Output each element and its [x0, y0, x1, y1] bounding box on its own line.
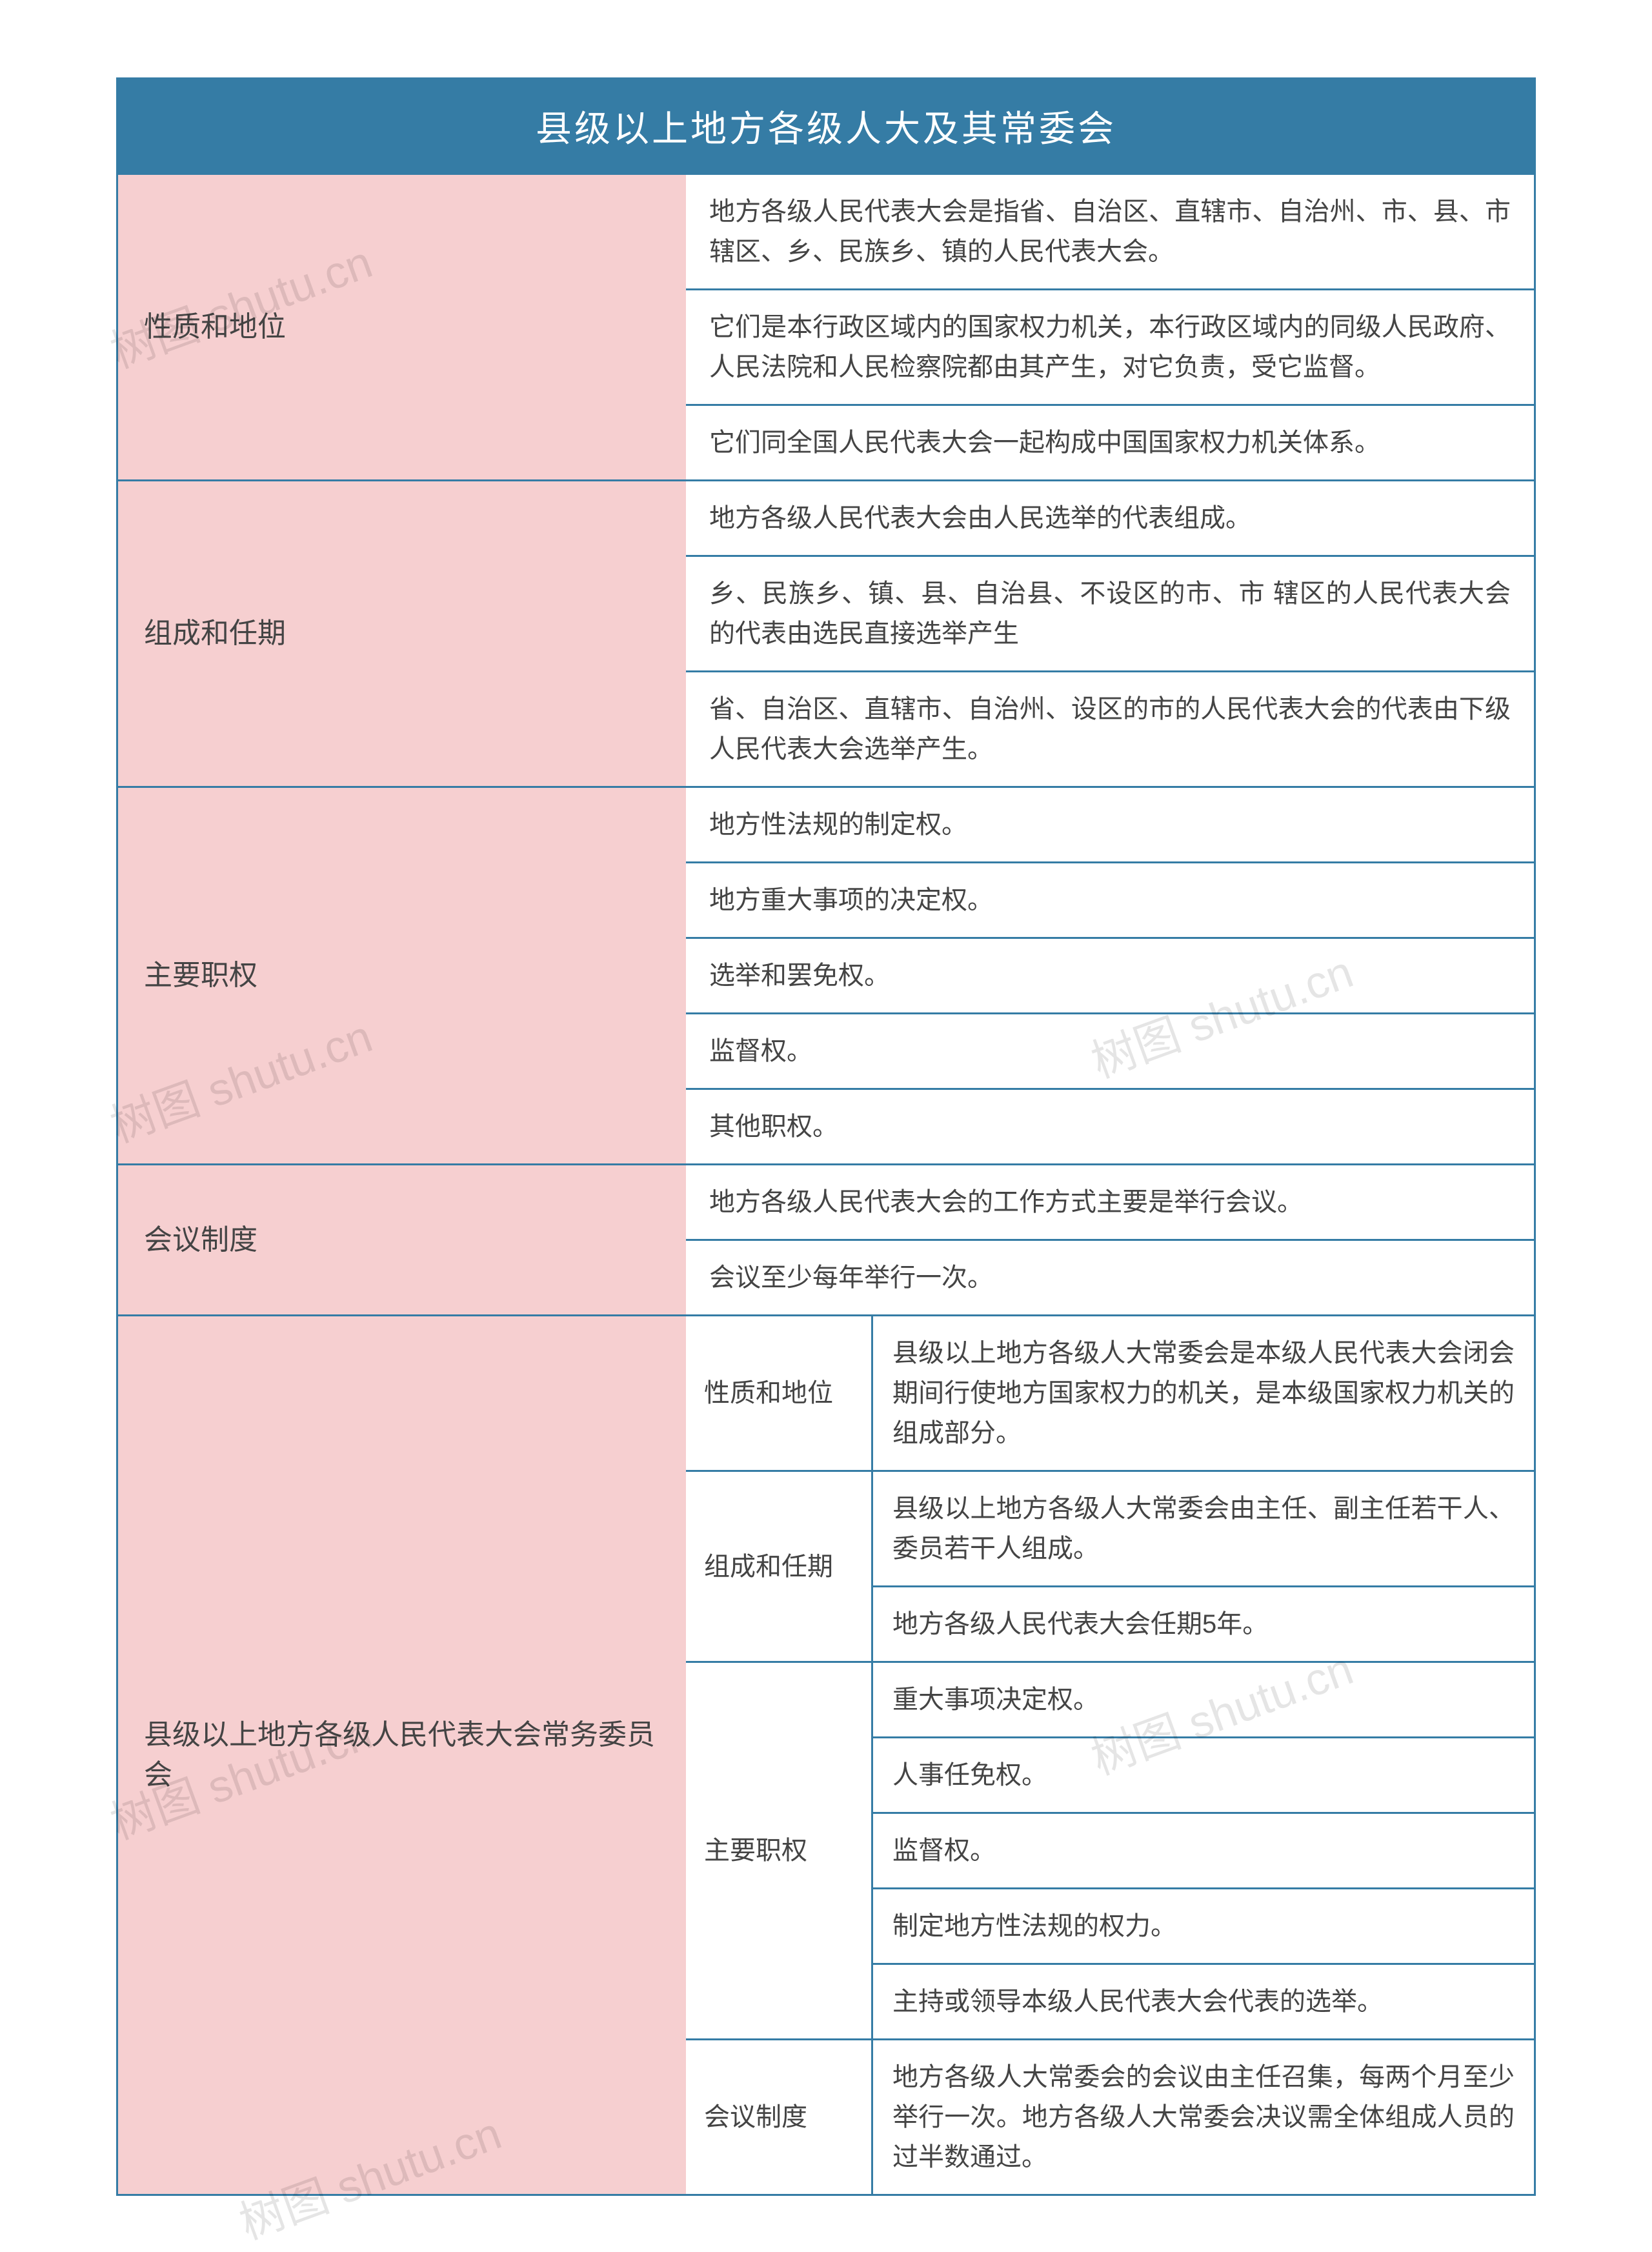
- section-label: 会议制度: [118, 1165, 686, 1314]
- content-cell: 监督权。: [686, 1012, 1534, 1088]
- section-composition-term: 组成和任期 地方各级人民代表大会由人民选举的代表组成。 乡、民族乡、镇、县、自治…: [118, 479, 1534, 786]
- subsection-main-powers: 主要职权 重大事项决定权。 人事任免权。 监督权。 制定地方性法规的权力。 主持…: [686, 1661, 1534, 2038]
- hierarchy-table: 县级以上地方各级人大及其常委会 性质和地位 地方各级人民代表大会是指省、自治区、…: [116, 77, 1536, 2196]
- subcontent-cell: 人事任免权。: [873, 1736, 1534, 1812]
- subcontent-cell: 县级以上地方各级人大常委会是本级人民代表大会闭会期间行使地方国家权力的机关，是本…: [873, 1316, 1534, 1470]
- subcontent-cell: 监督权。: [873, 1812, 1534, 1887]
- section-content: 地方性法规的制定权。 地方重大事项的决定权。 选举和罢免权。 监督权。 其他职权…: [686, 788, 1534, 1163]
- section-standing-committee: 县级以上地方各级人民代表大会常务委员会 性质和地位 县级以上地方各级人大常委会是…: [118, 1314, 1534, 2194]
- content-cell: 会议至少每年举行一次。: [686, 1239, 1534, 1314]
- content-cell: 其他职权。: [686, 1088, 1534, 1163]
- subsection-label: 性质和地位: [686, 1316, 873, 1470]
- subcontent-cell: 地方各级人大常委会的会议由主任召集，每两个月至少举行一次。地方各级人大常委会决议…: [873, 2040, 1534, 2194]
- content-cell: 地方各级人民代表大会的工作方式主要是举行会议。: [686, 1165, 1534, 1239]
- subcontent-cell: 主持或领导本级人民代表大会代表的选举。: [873, 1963, 1534, 2038]
- content-cell: 地方各级人民代表大会是指省、自治区、直辖市、自治州、市、县、市辖区、乡、民族乡、…: [686, 175, 1534, 288]
- content-cell: 它们是本行政区域内的国家权力机关，本行政区域内的同级人民政府、人民法院和人民检察…: [686, 288, 1534, 404]
- section-label: 组成和任期: [118, 481, 686, 786]
- subsection-content: 县级以上地方各级人大常委会是本级人民代表大会闭会期间行使地方国家权力的机关，是本…: [873, 1316, 1534, 1470]
- content-cell: 地方性法规的制定权。: [686, 788, 1534, 861]
- content-cell: 省、自治区、直辖市、自治州、设区的市的人民代表大会的代表由下级人民代表大会选举产…: [686, 670, 1534, 786]
- content-cell: 地方重大事项的决定权。: [686, 861, 1534, 937]
- subcontent-cell: 县级以上地方各级人大常委会由主任、副主任若干人、委员若干人组成。: [873, 1472, 1534, 1585]
- content-cell: 乡、民族乡、镇、县、自治县、不设区的市、市 辖区的人民代表大会的代表由选民直接选…: [686, 555, 1534, 670]
- table-title: 县级以上地方各级人大及其常委会: [118, 79, 1534, 173]
- section-content: 地方各级人民代表大会由人民选举的代表组成。 乡、民族乡、镇、县、自治县、不设区的…: [686, 481, 1534, 786]
- subsection-content: 重大事项决定权。 人事任免权。 监督权。 制定地方性法规的权力。 主持或领导本级…: [873, 1663, 1534, 2038]
- subsection-label: 会议制度: [686, 2040, 873, 2194]
- content-cell: 选举和罢免权。: [686, 937, 1534, 1012]
- section-label: 性质和地位: [118, 175, 686, 479]
- subcontent-cell: 重大事项决定权。: [873, 1663, 1534, 1736]
- page-root: 县级以上地方各级人大及其常委会 性质和地位 地方各级人民代表大会是指省、自治区、…: [0, 0, 1652, 2237]
- section-main-powers: 主要职权 地方性法规的制定权。 地方重大事项的决定权。 选举和罢免权。 监督权。…: [118, 786, 1534, 1163]
- subsection-label: 组成和任期: [686, 1472, 873, 1661]
- subsection-label: 主要职权: [686, 1663, 873, 2038]
- section-label: 县级以上地方各级人民代表大会常务委员会: [118, 1316, 686, 2194]
- section-content: 性质和地位 县级以上地方各级人大常委会是本级人民代表大会闭会期间行使地方国家权力…: [686, 1316, 1534, 2194]
- content-cell: 地方各级人民代表大会由人民选举的代表组成。: [686, 481, 1534, 555]
- subsection-content: 县级以上地方各级人大常委会由主任、副主任若干人、委员若干人组成。 地方各级人民代…: [873, 1472, 1534, 1661]
- content-cell: 它们同全国人民代表大会一起构成中国国家权力机关体系。: [686, 404, 1534, 479]
- subsection-nature-status: 性质和地位 县级以上地方各级人大常委会是本级人民代表大会闭会期间行使地方国家权力…: [686, 1316, 1534, 1470]
- section-content: 地方各级人民代表大会是指省、自治区、直辖市、自治州、市、县、市辖区、乡、民族乡、…: [686, 175, 1534, 479]
- subsection-composition-term: 组成和任期 县级以上地方各级人大常委会由主任、副主任若干人、委员若干人组成。 地…: [686, 1470, 1534, 1661]
- subsection-content: 地方各级人大常委会的会议由主任召集，每两个月至少举行一次。地方各级人大常委会决议…: [873, 2040, 1534, 2194]
- subcontent-cell: 制定地方性法规的权力。: [873, 1887, 1534, 1963]
- subsection-meeting-system: 会议制度 地方各级人大常委会的会议由主任召集，每两个月至少举行一次。地方各级人大…: [686, 2038, 1534, 2194]
- section-label: 主要职权: [118, 788, 686, 1163]
- subcontent-cell: 地方各级人民代表大会任期5年。: [873, 1585, 1534, 1661]
- section-content: 地方各级人民代表大会的工作方式主要是举行会议。 会议至少每年举行一次。: [686, 1165, 1534, 1314]
- section-meeting-system: 会议制度 地方各级人民代表大会的工作方式主要是举行会议。 会议至少每年举行一次。: [118, 1163, 1534, 1314]
- section-nature-status: 性质和地位 地方各级人民代表大会是指省、自治区、直辖市、自治州、市、县、市辖区、…: [118, 173, 1534, 479]
